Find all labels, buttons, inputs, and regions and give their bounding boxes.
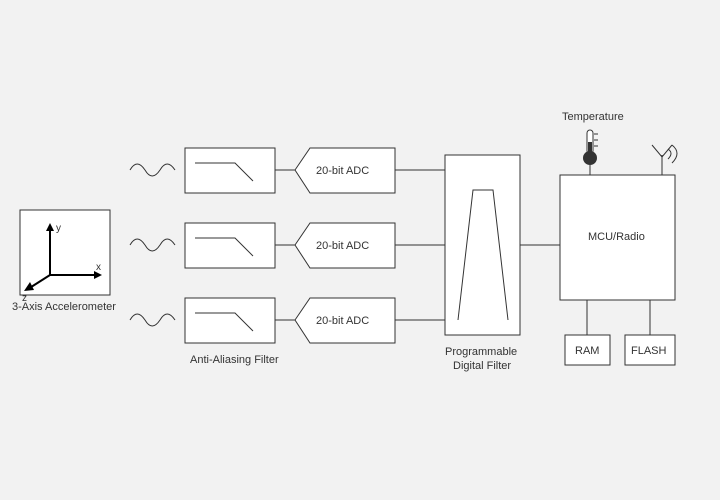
- adc-1-label: 20-bit ADC: [316, 240, 369, 252]
- adc-0: 20-bit ADC: [295, 148, 395, 193]
- aa-filter-2: [185, 298, 275, 343]
- digital-filter-label-2: Digital Filter: [453, 360, 511, 372]
- aa-filter-label: Anti-Aliasing Filter: [190, 354, 279, 366]
- accelerometer-label: 3-Axis Accelerometer: [12, 301, 116, 313]
- axis-x-label: x: [96, 262, 101, 273]
- aa-filter-1: [185, 223, 275, 268]
- adc-1: 20-bit ADC: [295, 223, 395, 268]
- aa-filter-0: [185, 148, 275, 193]
- adc-2-label: 20-bit ADC: [316, 315, 369, 327]
- mcu-block: MCU/Radio: [560, 175, 675, 300]
- flash-label: FLASH: [631, 345, 667, 357]
- temperature-label: Temperature: [562, 111, 624, 123]
- axis-y-label: y: [56, 223, 61, 234]
- adc-2: 20-bit ADC: [295, 298, 395, 343]
- flash-block: FLASH: [625, 335, 675, 365]
- adc-0-label: 20-bit ADC: [316, 165, 369, 177]
- ram-block: RAM: [565, 335, 610, 365]
- ram-label: RAM: [575, 345, 599, 357]
- digital-filter-label-1: Programmable: [445, 346, 517, 358]
- mcu-label: MCU/Radio: [588, 231, 645, 243]
